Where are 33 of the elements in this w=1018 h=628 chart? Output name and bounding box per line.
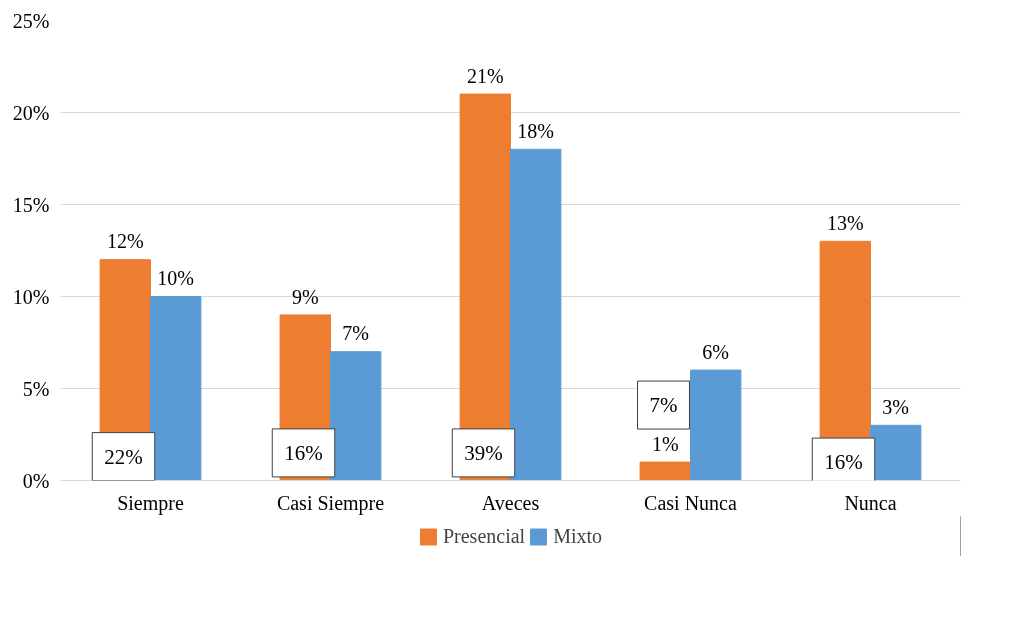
legend-label: Mixto bbox=[553, 524, 603, 548]
data-label: 9% bbox=[291, 285, 319, 308]
bar bbox=[690, 369, 742, 481]
bar bbox=[510, 148, 562, 481]
y-tick-label: 15% bbox=[12, 193, 50, 216]
y-tick-label: 10% bbox=[12, 285, 50, 308]
annotation: 39% bbox=[464, 440, 503, 465]
y-tick-label: 5% bbox=[22, 377, 50, 400]
x-tick-label: Casi Nunca bbox=[644, 491, 737, 514]
annotation: 16% bbox=[824, 450, 863, 475]
data-label: 21% bbox=[466, 64, 504, 87]
data-label: 10% bbox=[157, 267, 195, 290]
data-label: 6% bbox=[702, 340, 730, 363]
x-tick-label: Siempre bbox=[117, 491, 184, 515]
data-label: 12% bbox=[106, 230, 144, 253]
x-tick-label: Nunca bbox=[844, 491, 897, 514]
bar bbox=[639, 461, 691, 481]
bar bbox=[330, 351, 382, 481]
data-label: 3% bbox=[882, 395, 910, 418]
data-label: 7% bbox=[342, 322, 370, 345]
data-label: 18% bbox=[517, 119, 555, 142]
legend-label: Presencial bbox=[442, 524, 526, 548]
x-tick-label: Aveces bbox=[481, 491, 540, 514]
bar bbox=[150, 296, 202, 481]
x-tick-label: Casi Siempre bbox=[276, 491, 385, 515]
data-label: 13% bbox=[826, 211, 864, 234]
y-tick-label: 20% bbox=[12, 101, 50, 124]
y-tick-label: 0% bbox=[22, 469, 50, 492]
data-label: 1% bbox=[651, 432, 679, 455]
annotation: 7% bbox=[649, 393, 678, 418]
annotation: 22% bbox=[104, 444, 143, 469]
annotation: 16% bbox=[284, 440, 323, 465]
y-tick-label: 25% bbox=[12, 9, 50, 32]
